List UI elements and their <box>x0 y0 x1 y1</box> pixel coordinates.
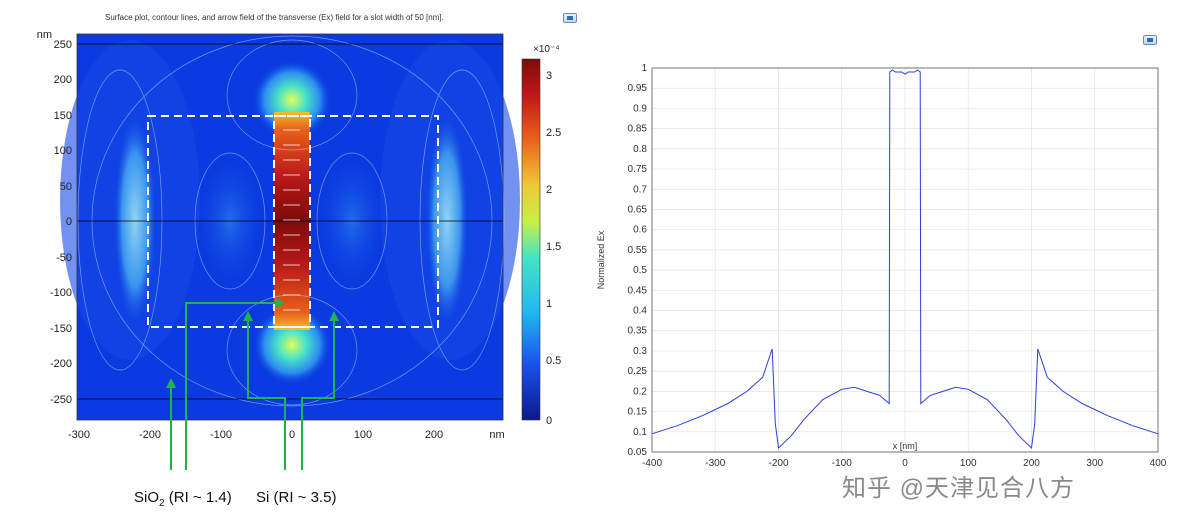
y-tick-label: 0.15 <box>628 407 648 418</box>
surface-plot: nm 250 200 150 100 50 0 -50 -100 -150 -2… <box>37 29 561 470</box>
left-y-tick: -200 <box>50 358 72 370</box>
y-tick-label: 0.75 <box>628 164 648 175</box>
y-axis-label: Normalized Ex <box>596 230 606 289</box>
colorbar-tick: 1.5 <box>546 241 561 253</box>
line-chart: 0.05 0.1 0.15 0.2 0.25 0.3 0.35 0.4 0.45 0.5 0.55 0… <box>596 63 1167 469</box>
y-tick-label: 0.85 <box>628 124 648 135</box>
x-tick-label: 100 <box>960 458 977 469</box>
y-tick-label: 0.8 <box>633 144 647 155</box>
y-tick-label: 0.05 <box>628 447 648 458</box>
y-tick-label: 0.5 <box>633 265 647 276</box>
colorbar-tick: 1 <box>546 298 552 310</box>
si-slot-outline <box>273 115 311 328</box>
y-tick-label: 0.2 <box>633 386 647 397</box>
watermark: 知乎 @天津见合八方 <box>842 475 1076 502</box>
colorbar-tick: 3 <box>546 70 552 82</box>
left-x-tick: 200 <box>425 429 443 441</box>
y-tick-label: 0.65 <box>628 204 648 215</box>
left-y-tick: -50 <box>56 252 72 264</box>
export-icon-right[interactable] <box>1143 35 1157 45</box>
sio2-label: SiO2 (RI ~ 1.4) <box>134 489 232 509</box>
chart-x-ticks: -400 -300 -200 -100 0 100 200 300 400 <box>642 458 1167 469</box>
si-label: Si (RI ~ 3.5) <box>256 489 337 506</box>
colorbar-tick: 0.5 <box>546 355 561 367</box>
y-tick-label: 0.3 <box>633 346 647 357</box>
left-y-tick: 150 <box>54 110 72 122</box>
y-tick-label: 0.25 <box>628 366 648 377</box>
annotation-arrows <box>170 302 335 470</box>
chart-y-ticks: 0.05 0.1 0.15 0.2 0.25 0.3 0.35 0.4 0.45 0.5 0.55 0… <box>628 63 648 458</box>
left-y-tick: 200 <box>54 74 72 86</box>
left-y-tick: 0 <box>66 216 72 228</box>
left-x-tick: -300 <box>68 429 90 441</box>
x-tick-label: 400 <box>1150 458 1167 469</box>
left-y-unit: nm <box>37 29 52 41</box>
y-tick-label: 0.35 <box>628 326 648 337</box>
left-x-tick: -200 <box>139 429 161 441</box>
colorbar-tick: 0 <box>546 415 552 427</box>
left-y-tick: -150 <box>50 323 72 335</box>
left-y-tick: 250 <box>54 39 72 51</box>
x-tick-label: -400 <box>642 458 662 469</box>
colorbar <box>521 58 541 421</box>
x-tick-label: -300 <box>705 458 725 469</box>
chart-frame <box>651 67 1159 453</box>
y-tick-label: 0.6 <box>633 225 647 236</box>
left-x-tick: 0 <box>289 429 295 441</box>
left-y-tick: -100 <box>50 287 72 299</box>
colorbar-tick: 2.5 <box>546 127 561 139</box>
colorbar-tick: 2 <box>546 184 552 196</box>
left-x-tick: 100 <box>354 429 372 441</box>
series-line <box>651 69 1159 450</box>
y-tick-label: 0.7 <box>633 184 647 195</box>
y-tick-label: 0.9 <box>633 103 647 114</box>
x-tick-label: 200 <box>1023 458 1040 469</box>
left-x-tick: -100 <box>210 429 232 441</box>
left-plot-title: Surface plot, contour lines, and arrow f… <box>105 13 444 22</box>
y-tick-label: 0.45 <box>628 285 648 296</box>
left-y-tick: 50 <box>60 181 72 193</box>
x-axis-label: x [nm] <box>893 441 918 451</box>
y-tick-label: 0.55 <box>628 245 648 256</box>
x-tick-label: 0 <box>902 458 908 469</box>
colorbar-exponent: ×10⁻⁴ <box>533 44 560 55</box>
x-tick-label: -100 <box>832 458 852 469</box>
left-x-unit: nm <box>489 429 504 441</box>
chart-grid <box>651 67 1159 453</box>
y-tick-label: 0.95 <box>628 83 648 94</box>
y-tick-label: 0.1 <box>633 427 647 438</box>
export-icon-left[interactable] <box>563 13 577 23</box>
y-tick-label: 1 <box>641 63 647 74</box>
left-y-tick: -250 <box>50 394 72 406</box>
x-tick-label: 300 <box>1086 458 1103 469</box>
x-tick-label: -200 <box>768 458 788 469</box>
left-y-tick: 100 <box>54 145 72 157</box>
y-tick-label: 0.4 <box>633 306 647 317</box>
